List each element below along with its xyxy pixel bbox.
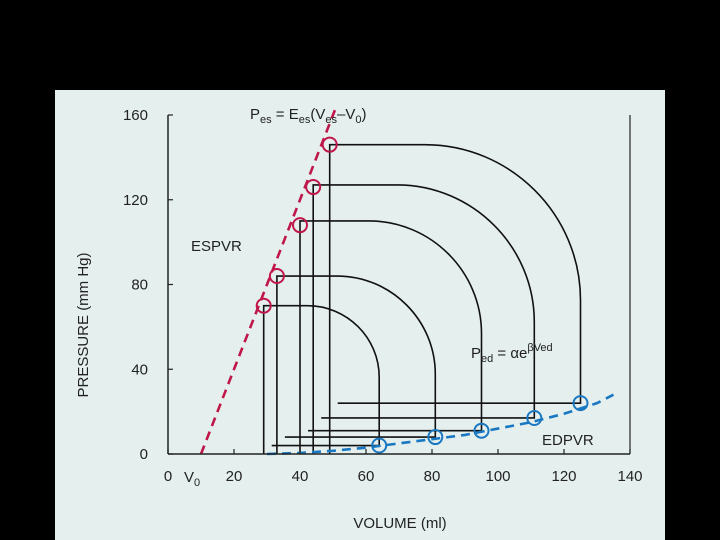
espvr-point xyxy=(268,268,285,285)
edpvr-label: EDPVR xyxy=(542,432,594,449)
espvr-line xyxy=(199,106,338,455)
x-tick-label: 120 xyxy=(551,468,576,485)
v0-label: V0 xyxy=(184,469,200,489)
pv-loop xyxy=(276,275,437,454)
y-tick-label: 40 xyxy=(131,361,148,378)
series-layer xyxy=(199,106,615,456)
x-tick-label: 0 xyxy=(164,468,172,485)
espvr-point xyxy=(292,217,308,234)
espvr-point xyxy=(305,179,322,196)
espvr-point xyxy=(321,136,338,153)
y-tick-label: 120 xyxy=(123,192,148,209)
pv-loop xyxy=(312,184,536,454)
pv-loops xyxy=(262,143,582,454)
pv-loop xyxy=(328,143,582,454)
x-tick-label: 100 xyxy=(485,468,510,485)
tick-labels: 0 20 40 60 80 100 120 140 0 40 80 120 160 xyxy=(123,107,643,485)
ped-equation: Ped = αeβVed xyxy=(471,342,553,365)
pv-loop xyxy=(299,220,483,454)
edpvr-point xyxy=(572,395,589,412)
pv-loop xyxy=(262,304,380,454)
edpvr-point xyxy=(427,429,444,446)
figure-panel: 0 20 40 60 80 100 120 140 0 40 80 120 160 VOLUME (ml… xyxy=(55,90,665,540)
edpvr-point xyxy=(473,422,490,439)
x-axis-label: VOLUME (ml) xyxy=(353,515,446,532)
ees-equation: Pes = Ees(Ves–V0) xyxy=(250,106,366,126)
y-tick-label: 80 xyxy=(131,277,148,294)
y-tick-label: 0 xyxy=(140,446,148,463)
x-tick-label: 20 xyxy=(226,468,243,485)
edpvr-line xyxy=(266,393,615,456)
edpvr-point xyxy=(526,409,543,426)
x-tick-label: 40 xyxy=(292,468,309,485)
espvr-label: ESPVR xyxy=(191,238,242,255)
y-tick-label: 160 xyxy=(123,107,148,124)
pv-loop-chart: 0 20 40 60 80 100 120 140 0 40 80 120 160 VOLUME (ml… xyxy=(75,106,643,532)
espvr-point xyxy=(255,297,272,314)
y-axis-label: PRESSURE (mm Hg) xyxy=(75,252,92,397)
x-tick-label: 60 xyxy=(358,468,375,485)
x-tick-label: 140 xyxy=(617,468,642,485)
edpvr-point xyxy=(371,437,388,454)
x-tick-label: 80 xyxy=(424,468,441,485)
